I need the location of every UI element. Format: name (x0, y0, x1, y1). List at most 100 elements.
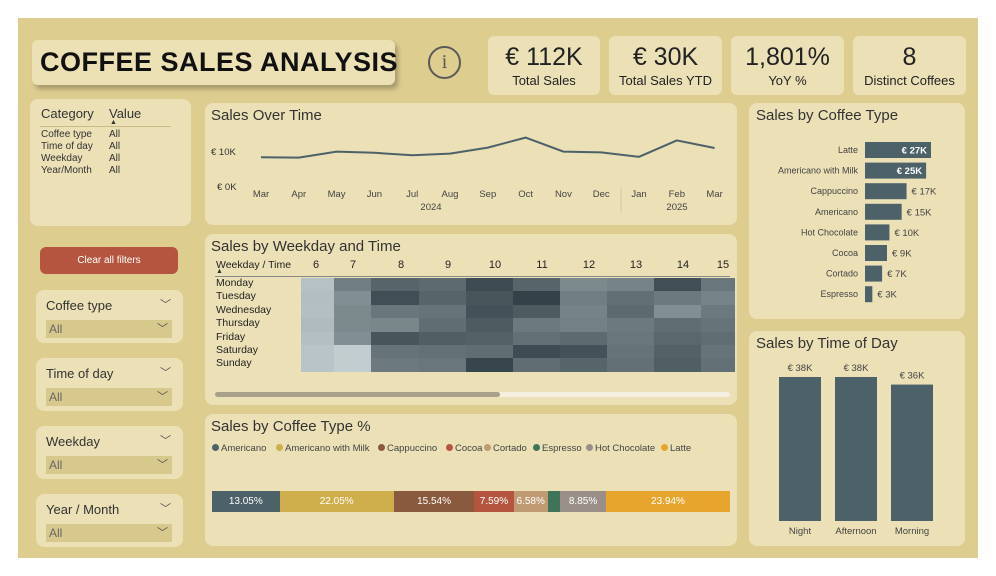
heatmap-cell[interactable] (419, 345, 466, 359)
heatmap-cell[interactable] (607, 318, 654, 332)
coffee-type-bar-chart[interactable]: Latte € 27K Americano with Milk € 25K Cappuc… (749, 103, 965, 319)
bar[interactable] (865, 224, 890, 241)
heatmap-cell[interactable] (560, 318, 607, 332)
heatmap-cell[interactable] (466, 291, 513, 305)
stacked-bar[interactable]: 13.05% 22.05% 15.54% 7.59% 6.58% 8.85% 23.94% (212, 491, 730, 512)
heatmap-cell[interactable] (654, 318, 701, 332)
stacked-segment[interactable]: 15.54% (393, 491, 475, 512)
heatmap-cell[interactable] (371, 304, 419, 319)
heatmap-cell[interactable] (701, 304, 735, 319)
heatmap-cell[interactable] (654, 331, 701, 345)
heatmap-grid[interactable]: 6 7 8 9 10 11 12 13 14 15 Monday Tuesday Wednesday Th… (205, 234, 737, 405)
legend-item[interactable]: Americano with Milk (276, 443, 369, 454)
heatmap-cell[interactable] (466, 278, 513, 292)
horizontal-scrollbar-thumb[interactable] (215, 392, 500, 397)
line-chart[interactable]: € 10K € 0K 2024 2025 Mar Apr May Jun Jul Aug S… (205, 103, 737, 225)
bar[interactable] (835, 377, 877, 521)
heatmap-cell[interactable] (654, 278, 701, 292)
heatmap-cell[interactable] (419, 278, 466, 292)
time-of-day-bar-chart[interactable]: € 38K Night € 38K Afternoon € 36K Morning (749, 331, 965, 546)
horizontal-scrollbar-track[interactable] (215, 392, 730, 397)
heatmap-cell[interactable] (334, 331, 371, 345)
bar[interactable] (779, 377, 821, 521)
chevron-down-icon[interactable]: ﹀ (160, 503, 171, 515)
bar[interactable] (865, 183, 907, 200)
heatmap-cell[interactable] (419, 304, 466, 319)
bar[interactable] (865, 162, 927, 179)
heatmap-cell[interactable] (560, 345, 607, 359)
stacked-segment[interactable]: 8.85% (560, 491, 606, 512)
heatmap-cell[interactable] (513, 358, 560, 372)
heatmap-cell[interactable] (466, 345, 513, 359)
heatmap-cell[interactable] (654, 358, 701, 372)
heatmap-cell[interactable] (513, 345, 560, 359)
bar[interactable] (865, 286, 873, 303)
stacked-segment[interactable]: 7.59% (474, 491, 514, 512)
legend-item[interactable]: Espresso (533, 443, 582, 454)
heatmap-cell[interactable] (334, 318, 371, 332)
heatmap-cell[interactable] (371, 291, 419, 305)
heatmap-cell[interactable] (301, 278, 334, 292)
heatmap-cell[interactable] (466, 318, 513, 332)
heatmap-cell[interactable] (560, 304, 607, 319)
heatmap-cell[interactable] (466, 358, 513, 372)
heatmap-cell[interactable] (419, 331, 466, 345)
heatmap-cell[interactable] (334, 345, 371, 359)
heatmap-cell[interactable] (301, 358, 334, 372)
heatmap-cell[interactable] (654, 291, 701, 305)
heatmap-cell[interactable] (371, 345, 419, 359)
heatmap-cell[interactable] (334, 278, 371, 292)
bar[interactable] (865, 203, 902, 220)
heatmap-cell[interactable] (419, 358, 466, 372)
stacked-segment[interactable]: 6.58% (513, 491, 548, 512)
heatmap-cell[interactable] (560, 331, 607, 345)
heatmap-cell[interactable] (560, 278, 607, 292)
legend-item[interactable]: Americano (212, 443, 266, 454)
heatmap-cell[interactable] (371, 318, 419, 332)
heatmap-cell[interactable] (654, 345, 701, 359)
chevron-down-icon[interactable]: ﹀ (160, 367, 171, 379)
heatmap-cell[interactable] (334, 304, 371, 319)
heatmap-cell[interactable] (560, 291, 607, 305)
heatmap-cell[interactable] (560, 358, 607, 372)
heatmap-cell[interactable] (513, 331, 560, 345)
heatmap-cell[interactable] (654, 304, 701, 319)
filter-summary-value-header[interactable]: Value (109, 106, 142, 121)
heatmap-cell[interactable] (513, 278, 560, 292)
chevron-down-icon[interactable]: ﹀ (160, 435, 171, 447)
stacked-segment[interactable]: 13.05% (212, 491, 280, 512)
legend-item[interactable]: Hot Chocolate (586, 443, 655, 454)
info-icon[interactable]: i (428, 46, 461, 79)
stacked-segment[interactable] (547, 491, 561, 512)
heatmap-cell[interactable] (701, 331, 735, 345)
heatmap-cell[interactable] (513, 304, 560, 319)
legend-item[interactable]: Cappuccino (378, 443, 437, 454)
stacked-segment[interactable]: 22.05% (279, 491, 394, 512)
clear-all-filters-button[interactable]: Clear all filters (40, 247, 178, 274)
bar[interactable] (865, 142, 931, 158)
heatmap-cell[interactable] (607, 304, 654, 319)
heatmap-cell[interactable] (419, 291, 466, 305)
heatmap-cell[interactable] (466, 304, 513, 319)
heatmap-cell[interactable] (371, 331, 419, 345)
slicer-dropdown[interactable]: All ﹀ (46, 388, 172, 406)
heatmap-cell[interactable] (301, 318, 334, 332)
heatmap-cell[interactable] (607, 291, 654, 305)
heatmap-cell[interactable] (371, 278, 419, 292)
legend-item[interactable]: Cortado (484, 443, 527, 454)
heatmap-cell[interactable] (301, 291, 334, 305)
chevron-down-icon[interactable]: ﹀ (160, 299, 171, 311)
bar[interactable] (865, 245, 887, 261)
stacked-segment[interactable]: 23.94% (605, 491, 730, 512)
heatmap-cell[interactable] (701, 358, 735, 372)
heatmap-cell[interactable] (301, 304, 334, 319)
heatmap-cell[interactable] (466, 331, 513, 345)
bar[interactable] (891, 384, 933, 521)
heatmap-cell[interactable] (419, 318, 466, 332)
heatmap-cell[interactable] (513, 291, 560, 305)
heatmap-cell[interactable] (701, 278, 735, 292)
bar[interactable] (865, 265, 883, 282)
heatmap-cell[interactable] (701, 318, 735, 332)
heatmap-cell[interactable] (701, 291, 735, 305)
slicer-dropdown[interactable]: All ﹀ (46, 524, 172, 542)
